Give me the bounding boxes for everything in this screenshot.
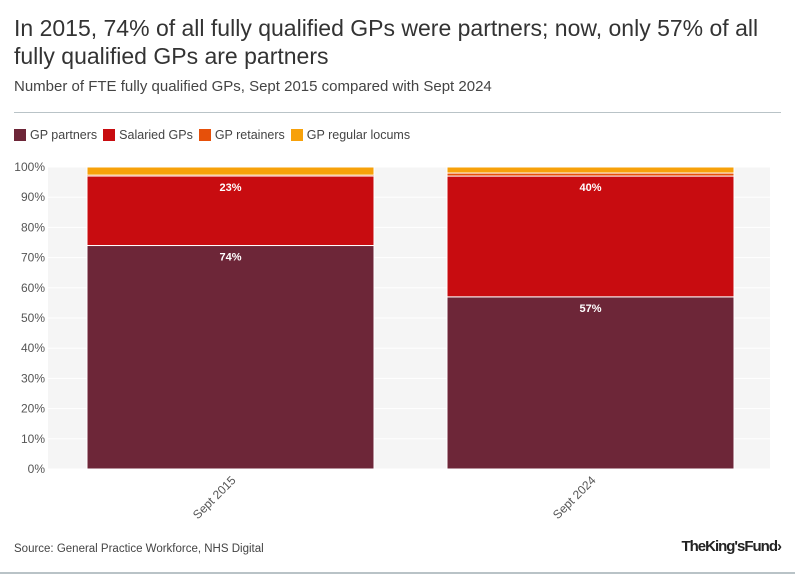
bar-segment bbox=[446, 175, 735, 298]
divider bbox=[14, 112, 781, 113]
kings-fund-logo: TheKing'sFund› bbox=[681, 538, 782, 555]
bar-segment bbox=[446, 166, 735, 174]
legend-swatch bbox=[103, 129, 116, 141]
x-tick-label: Sept 2015 bbox=[190, 473, 239, 522]
y-tick-label: 50% bbox=[21, 311, 45, 325]
bar-segment bbox=[446, 296, 735, 470]
legend-label: Salaried GPs bbox=[119, 128, 193, 142]
y-tick-label: 30% bbox=[21, 371, 45, 385]
bar-segment bbox=[86, 166, 375, 176]
data-label: 40% bbox=[579, 182, 601, 194]
legend: GP partners Salaried GPs GP retainers GP re… bbox=[14, 128, 410, 142]
legend-item[interactable]: Salaried GPs bbox=[103, 128, 193, 142]
bar-segment bbox=[86, 245, 375, 470]
stacked-bar-chart: 0% 10% 20% 30% 40% 50% 60% 70% 80% 90% 100% 74% 23% S… bbox=[14, 160, 770, 522]
source-note: Source: General Practice Workforce, NHS … bbox=[14, 543, 264, 555]
y-tick-label: 70% bbox=[21, 251, 45, 265]
legend-item[interactable]: GP retainers bbox=[198, 128, 285, 142]
legend-swatch bbox=[290, 129, 303, 141]
x-tick-label: Sept 2024 bbox=[550, 473, 599, 522]
y-tick-label: 10% bbox=[21, 432, 45, 446]
chart-title: In 2015, 74% of all fully qualified GPs … bbox=[14, 15, 759, 69]
y-tick-label: 80% bbox=[21, 220, 45, 234]
y-tick-label: 20% bbox=[21, 402, 45, 416]
legend-item[interactable]: GP partners bbox=[14, 128, 97, 142]
legend-item[interactable]: GP regular locums bbox=[290, 128, 411, 142]
legend-label: GP regular locums bbox=[306, 128, 411, 142]
y-tick-label: 0% bbox=[28, 462, 46, 476]
chart-subtitle: Number of FTE fully qualified GPs, Sept … bbox=[14, 78, 492, 95]
y-tick-label: 60% bbox=[21, 281, 45, 295]
y-tick-label: 40% bbox=[21, 341, 45, 355]
legend-swatch bbox=[198, 129, 211, 141]
legend-label: GP partners bbox=[30, 128, 98, 142]
y-tick-label: 90% bbox=[21, 190, 45, 204]
data-label: 23% bbox=[219, 182, 241, 194]
y-tick-label: 100% bbox=[14, 160, 45, 174]
bar-segment bbox=[86, 175, 375, 247]
legend-swatch bbox=[14, 129, 26, 141]
data-label: 57% bbox=[579, 303, 601, 315]
legend-label: GP retainers bbox=[214, 128, 285, 142]
data-label: 74% bbox=[219, 252, 241, 264]
